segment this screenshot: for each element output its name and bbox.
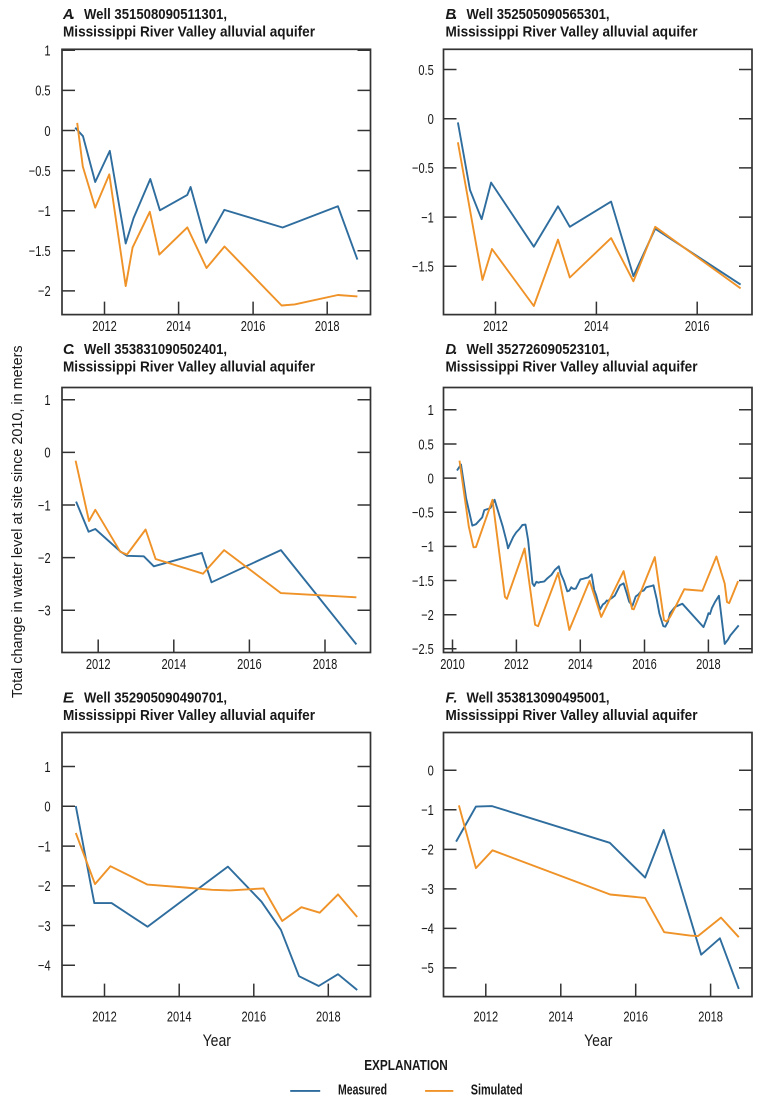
svg-text:−1: −1 [421, 210, 434, 226]
svg-text:2014: 2014 [568, 657, 593, 673]
svg-text:1: 1 [44, 760, 50, 776]
svg-text:Well 351508090511301,: Well 351508090511301, [84, 7, 227, 23]
svg-text:2014: 2014 [584, 319, 609, 335]
svg-text:C.: C. [63, 342, 75, 358]
svg-text:E.: E. [63, 691, 75, 707]
svg-text:0: 0 [44, 446, 50, 462]
svg-text:−2: −2 [421, 843, 434, 859]
svg-text:−0.5: −0.5 [412, 506, 434, 522]
svg-text:2016: 2016 [632, 657, 657, 673]
svg-text:Simulated: Simulated [471, 1083, 523, 1099]
svg-text:EXPLANATION: EXPLANATION [364, 1058, 448, 1074]
svg-text:2018: 2018 [698, 1009, 723, 1025]
svg-text:−5: −5 [421, 961, 434, 977]
svg-text:−2: −2 [38, 879, 51, 895]
svg-text:1: 1 [428, 403, 434, 419]
svg-text:−3: −3 [421, 882, 434, 898]
svg-text:2012: 2012 [86, 657, 111, 673]
svg-text:Mississippi River Valley alluv: Mississippi River Valley alluvial aquife… [446, 708, 698, 724]
svg-text:2012: 2012 [474, 1009, 499, 1025]
svg-text:−1.5: −1.5 [412, 574, 434, 590]
svg-text:Well 352905090490701,: Well 352905090490701, [84, 691, 227, 707]
svg-text:0: 0 [44, 800, 50, 816]
svg-text:−1: −1 [421, 803, 434, 819]
svg-text:Mississippi River Valley alluv: Mississippi River Valley alluvial aquife… [63, 708, 315, 724]
svg-text:−4: −4 [38, 959, 51, 975]
svg-text:2014: 2014 [166, 319, 191, 335]
svg-text:2012: 2012 [504, 657, 529, 673]
svg-text:0.5: 0.5 [418, 63, 433, 79]
svg-text:0.5: 0.5 [418, 437, 433, 453]
svg-text:0: 0 [44, 124, 50, 140]
svg-text:2014: 2014 [167, 1009, 192, 1025]
svg-text:Total change in water level at: Total change in water level at site sinc… [9, 345, 26, 698]
svg-text:Year: Year [203, 1032, 232, 1050]
svg-text:Well 353831090502401,: Well 353831090502401, [84, 342, 227, 358]
svg-text:−0.5: −0.5 [412, 161, 434, 177]
svg-text:A.: A. [62, 7, 75, 23]
svg-text:Well 353813090495001,: Well 353813090495001, [467, 691, 610, 707]
svg-text:B.: B. [446, 7, 458, 23]
svg-text:Year: Year [584, 1032, 613, 1050]
svg-text:−1.5: −1.5 [29, 244, 51, 260]
svg-text:2012: 2012 [92, 1009, 117, 1025]
svg-text:2018: 2018 [316, 1009, 341, 1025]
svg-text:2010: 2010 [440, 657, 465, 673]
svg-text:−4: −4 [421, 922, 434, 938]
svg-text:2018: 2018 [696, 657, 721, 673]
svg-text:−2: −2 [38, 551, 51, 567]
svg-text:−1: −1 [38, 204, 51, 220]
svg-text:2012: 2012 [92, 319, 117, 335]
svg-text:Well 352726090523101,: Well 352726090523101, [467, 342, 610, 358]
svg-text:Well 352505090565301,: Well 352505090565301, [467, 7, 610, 23]
svg-text:2014: 2014 [549, 1009, 574, 1025]
svg-text:−2: −2 [421, 608, 434, 624]
svg-text:Mississippi River Valley alluv: Mississippi River Valley alluvial aquife… [63, 360, 315, 376]
svg-text:2016: 2016 [242, 1009, 267, 1025]
svg-text:Mississippi River Valley alluv: Mississippi River Valley alluvial aquife… [446, 360, 698, 376]
svg-text:2018: 2018 [315, 319, 340, 335]
svg-text:−2.5: −2.5 [412, 642, 434, 658]
svg-text:2016: 2016 [685, 319, 710, 335]
svg-text:F.: F. [446, 691, 458, 707]
svg-text:−1.5: −1.5 [412, 260, 434, 276]
svg-text:0.5: 0.5 [35, 84, 50, 100]
svg-text:0: 0 [428, 471, 434, 487]
svg-text:2016: 2016 [241, 319, 266, 335]
svg-text:D.: D. [446, 342, 458, 358]
svg-text:0: 0 [428, 764, 434, 780]
svg-text:−0.5: −0.5 [29, 164, 51, 180]
svg-text:−1: −1 [421, 540, 434, 556]
svg-text:2016: 2016 [237, 657, 262, 673]
svg-text:2016: 2016 [623, 1009, 648, 1025]
svg-text:−1: −1 [38, 839, 51, 855]
svg-text:−3: −3 [38, 604, 51, 620]
svg-text:Mississippi River Valley alluv: Mississippi River Valley alluvial aquife… [63, 24, 315, 40]
svg-text:−1: −1 [38, 498, 51, 514]
svg-text:0: 0 [428, 112, 434, 128]
svg-text:1: 1 [44, 44, 50, 60]
svg-text:−2: −2 [38, 284, 51, 300]
svg-text:2018: 2018 [313, 657, 338, 673]
svg-text:1: 1 [44, 393, 50, 409]
svg-text:2012: 2012 [483, 319, 508, 335]
svg-text:Measured: Measured [338, 1083, 387, 1099]
svg-text:−3: −3 [38, 919, 51, 935]
svg-text:2014: 2014 [162, 657, 187, 673]
svg-text:Mississippi River Valley alluv: Mississippi River Valley alluvial aquife… [446, 24, 698, 40]
